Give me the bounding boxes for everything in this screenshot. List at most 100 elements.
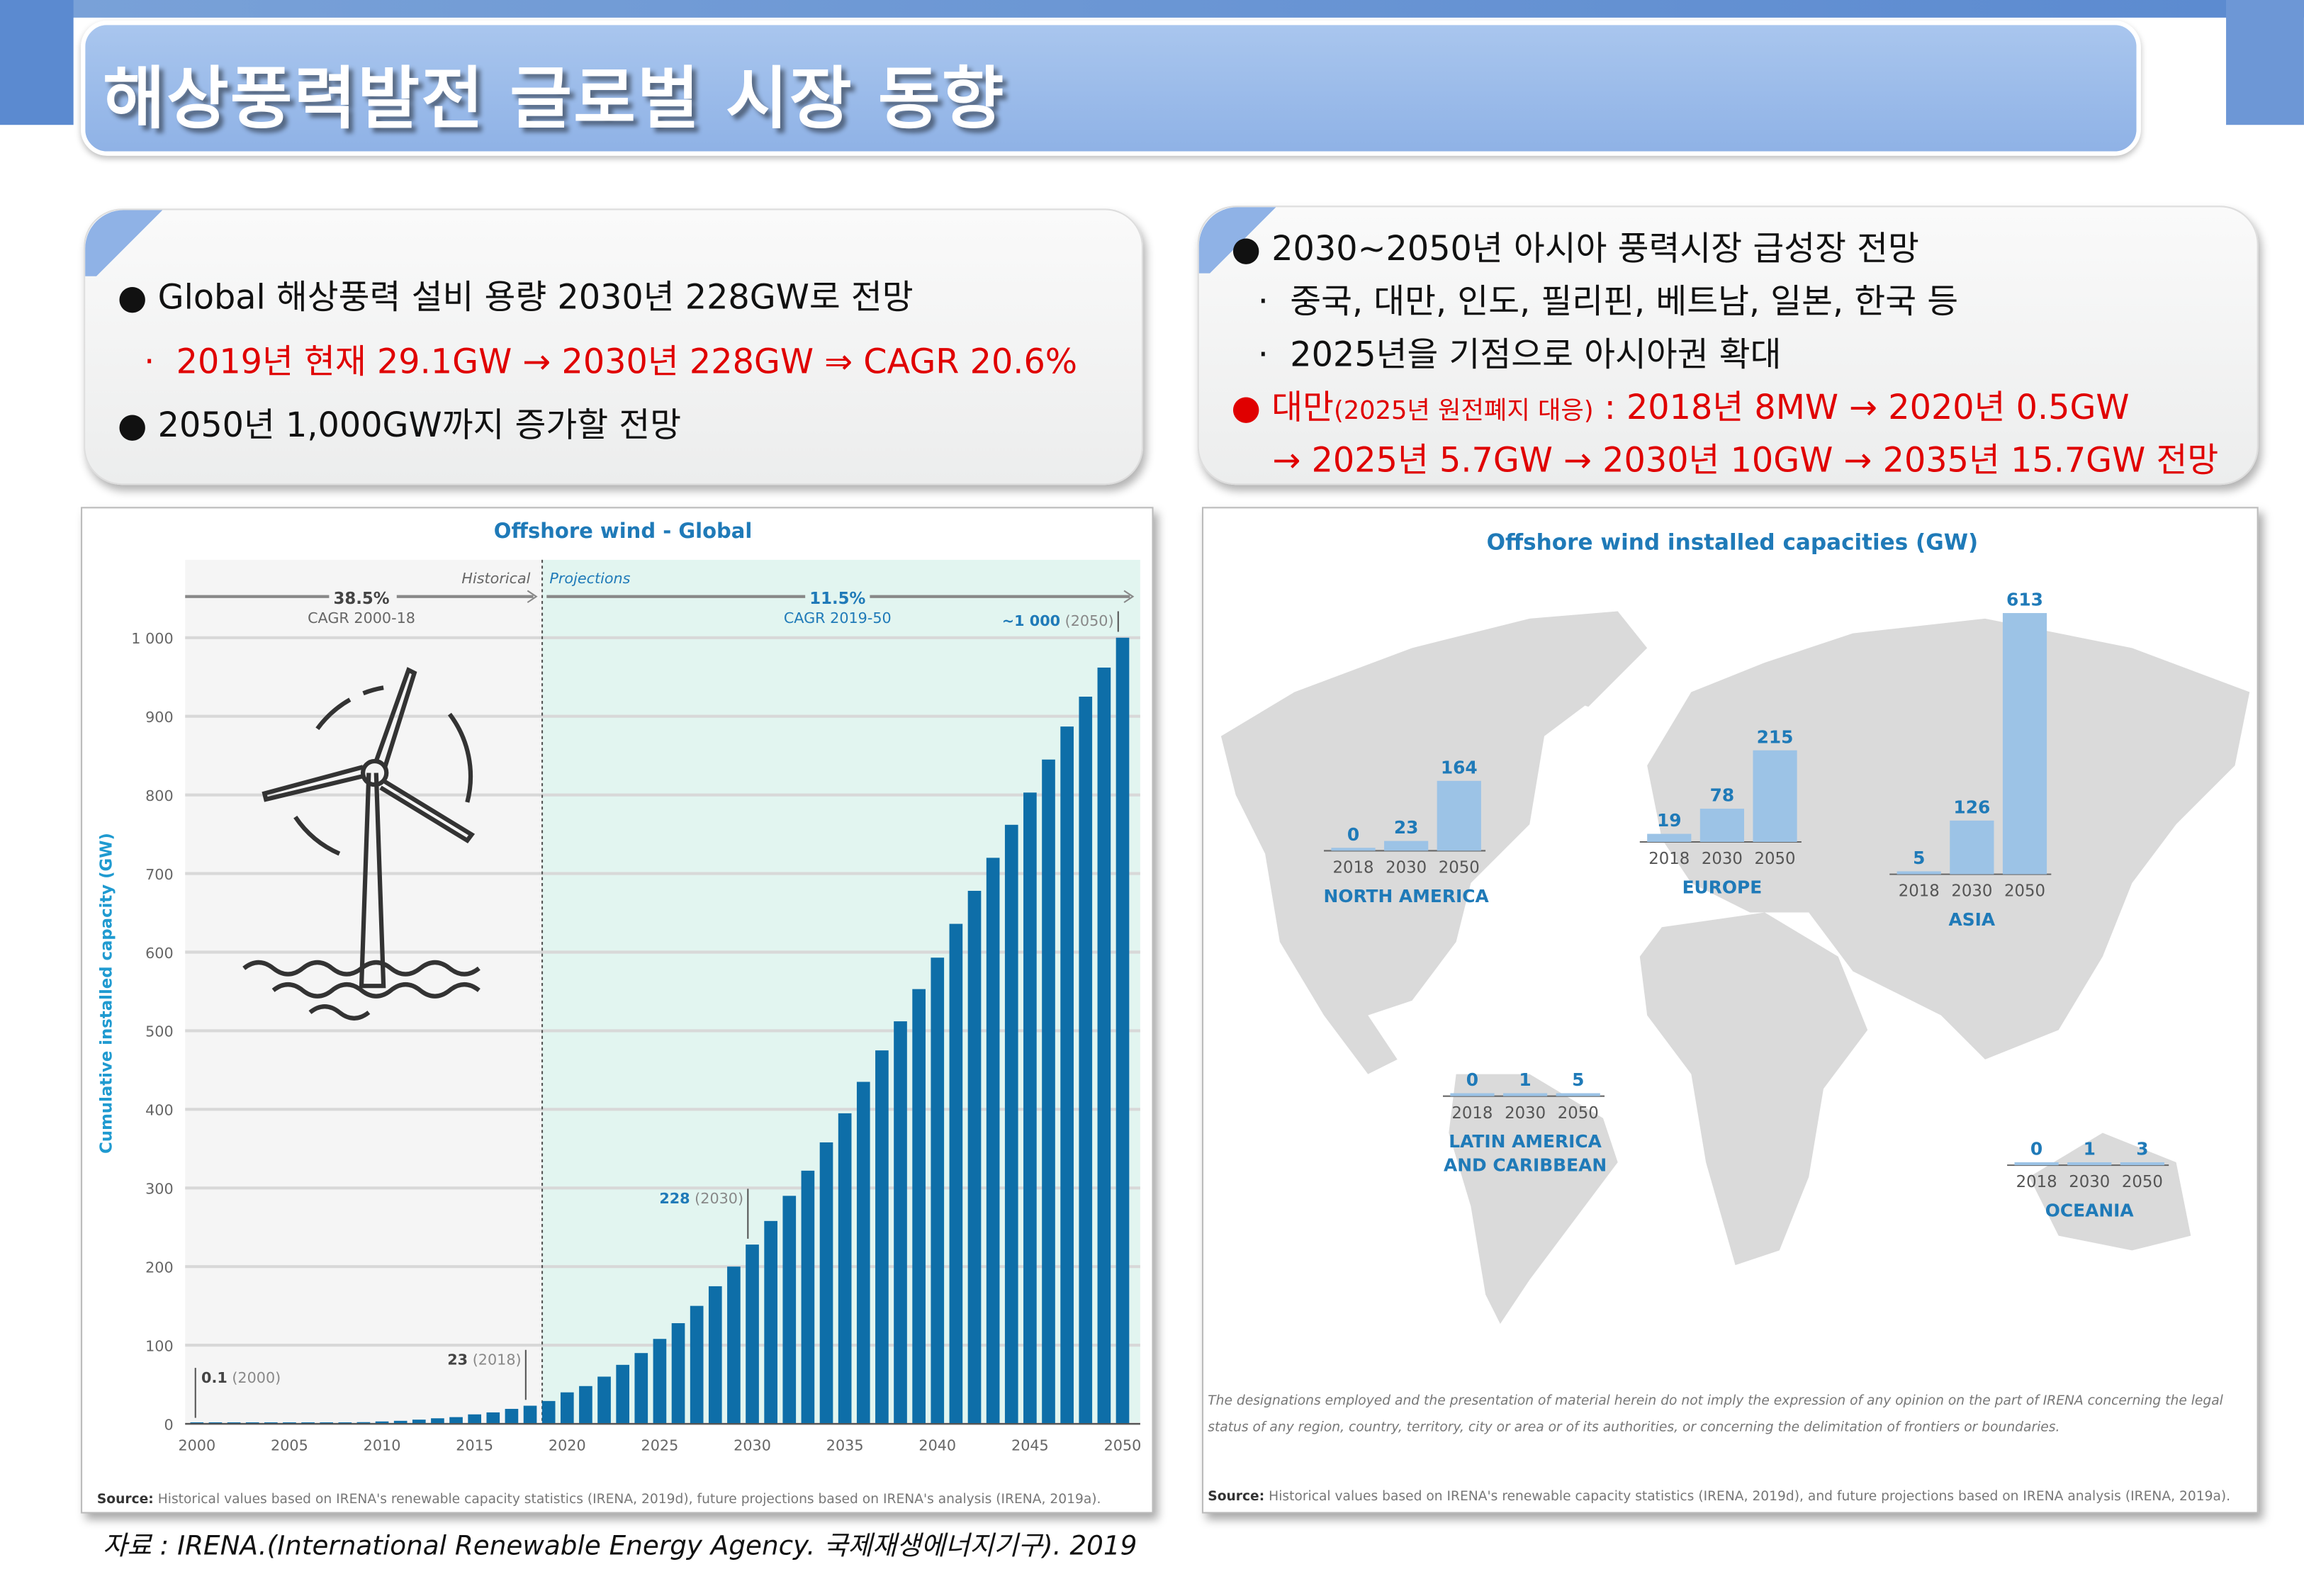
bar-2017 (505, 1408, 519, 1424)
region-year: 2050 (2122, 1173, 2163, 1191)
south-america-shape (1449, 1074, 1618, 1325)
annotation-label: 23 (2018) (447, 1351, 521, 1368)
bar-2030 (746, 1244, 759, 1424)
region-year: 2050 (1558, 1104, 1599, 1123)
australia-shape (2029, 1133, 2191, 1251)
region-value: 3 (2136, 1139, 2148, 1159)
y-tick-label: 800 (145, 787, 174, 804)
bar-2041 (949, 923, 963, 1424)
bar-2029 (727, 1266, 741, 1424)
bar-2020 (560, 1392, 574, 1424)
bar-2013 (431, 1418, 444, 1424)
x-tick-label: 2000 (178, 1437, 215, 1454)
historical-label: Historical (461, 570, 530, 587)
bar-2040 (931, 957, 945, 1424)
region-year: 2018 (1899, 882, 1940, 901)
bar-2022 (597, 1376, 611, 1424)
page-title: 해상풍력발전 글로벌 시장 동향 (103, 58, 1006, 138)
region-bar-2030 (1502, 1093, 1548, 1096)
bar-2026 (671, 1323, 685, 1424)
sub-bullet-icon: · (144, 344, 155, 383)
corner-accent (85, 210, 174, 276)
annotation-label: ~1 000 (2050) (1002, 612, 1114, 629)
bar-2034 (819, 1142, 833, 1424)
region-bar-2030 (2067, 1162, 2112, 1166)
sub-bullet-text: 중국, 대만, 인도, 필리핀, 베트남, 일본, 한국 등 (1290, 283, 1959, 322)
disclaimer-line-2: status of any region, country, territory… (1208, 1420, 2060, 1436)
bullet-icon: ● (1231, 389, 1261, 428)
global-bar-chart: 0 100 200 300 400 500 600 700 800 900 1 000 2000 200… (98, 519, 1142, 1454)
bar-2046 (1042, 759, 1055, 1424)
source-label: Source: (1208, 1490, 1265, 1505)
region-value: 78 (1710, 785, 1735, 806)
right-accent-tab (2226, 0, 2304, 125)
annotation-label: 0.1 (2000) (201, 1369, 281, 1386)
chart-source: Source: Historical values based on IRENA… (97, 1493, 1101, 1507)
y-tick-label: 900 (145, 709, 174, 726)
map-title: Offshore wind installed capacities (GW) (1487, 529, 1979, 555)
region-value: 613 (2006, 590, 2043, 610)
x-tick-label: 2015 (456, 1437, 493, 1454)
region-value: 23 (1394, 817, 1419, 838)
region-year: 2030 (1505, 1104, 1546, 1123)
bar-2010 (375, 1421, 389, 1424)
bar-2042 (967, 890, 982, 1424)
bullet-icon: ● (1231, 230, 1261, 269)
title-banner: 해상풍력발전 글로벌 시장 동향 (81, 21, 2141, 156)
annotation-label: 228 (2030) (659, 1190, 743, 1207)
bar-2023 (616, 1364, 629, 1424)
cagr-hist-label: CAGR 2000-18 (308, 609, 415, 626)
arrowhead-icon (1123, 590, 1135, 603)
wind-turbine-icon (242, 667, 481, 1021)
region-bar-2018 (2014, 1162, 2059, 1166)
x-tick-label: 2025 (641, 1437, 679, 1454)
sub-bullet-icon: · (1257, 336, 1269, 375)
region-value: 0 (1347, 824, 1359, 845)
bar-2049 (1097, 667, 1111, 1424)
y-tick-label: 700 (145, 866, 174, 883)
region-bar-2030 (1950, 820, 1994, 875)
bar-2035 (838, 1113, 852, 1424)
taiwan-text: : 2018년 8MW → 2020년 0.5GW (1593, 389, 2130, 428)
left-summary-box: ● Global 해상풍력 설비 용량 2030년 228GW로 전망 · 20… (84, 208, 1144, 485)
bullet-icon: ● (117, 407, 147, 446)
region-bar-2050 (1753, 750, 1797, 843)
bar-2043 (986, 858, 1000, 1424)
region-year: 2018 (1332, 859, 1373, 877)
bar-2031 (764, 1220, 777, 1424)
bar-2009 (356, 1422, 371, 1424)
bar-2014 (449, 1417, 463, 1424)
region-value: 1 (2084, 1139, 2096, 1159)
region-year: 2050 (2004, 882, 2045, 901)
region-value: 126 (1953, 797, 1990, 817)
region-year: 2050 (1439, 859, 1480, 877)
bar-2036 (856, 1081, 870, 1424)
bar-2012 (412, 1420, 426, 1424)
global-chart-panel: 0 100 200 300 400 500 600 700 800 900 1 000 2000 200… (81, 507, 1154, 1514)
region-chart: 0 2018 23 2030 164 2050 NORTH AMERICA (1324, 757, 1490, 906)
region-value: 0 (2030, 1139, 2042, 1159)
region-year: 2030 (1951, 882, 1992, 901)
bullet-text: 2030~2050년 아시아 풍력시장 급성장 전망 (1271, 230, 1919, 269)
africa-shape (1639, 912, 1868, 1266)
bullet-text: Global 해상풍력 설비 용량 2030년 228GW로 전망 (157, 279, 914, 317)
map-source: Source: Historical values based on IRENA… (1208, 1490, 2230, 1505)
region-year: 2030 (1702, 850, 1743, 868)
region-bar-2050 (2002, 613, 2047, 875)
bar-2050 (1116, 637, 1130, 1424)
bar-2038 (894, 1021, 907, 1424)
y-tick-label: 1 000 (131, 630, 173, 647)
disclaimer-line-1: The designations employed and the presen… (1208, 1394, 2223, 1410)
region-chart: 0 2018 1 2030 3 2050 OCEANIA (2007, 1139, 2169, 1221)
region-chart: 5 2018 126 2030 613 2050 ASIA (1889, 590, 2052, 930)
region-bar-2050 (1437, 780, 1481, 851)
region-year: 2030 (2069, 1173, 2110, 1191)
region-bar-2030 (1699, 809, 1745, 843)
bar-2037 (875, 1050, 889, 1424)
region-value: 19 (1657, 810, 1682, 831)
arrowhead-icon (527, 590, 538, 603)
bar-2044 (1004, 824, 1018, 1424)
region-value: 5 (1913, 848, 1925, 868)
cagr-proj-label: CAGR 2019-50 (784, 609, 892, 626)
